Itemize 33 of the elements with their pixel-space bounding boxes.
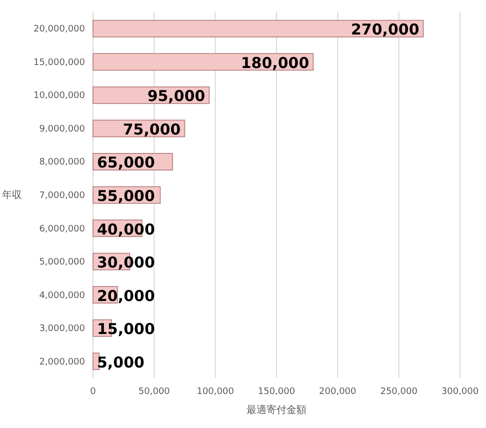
x-tick-label: 200,000 — [319, 387, 357, 397]
x-tick-label: 100,000 — [196, 387, 234, 397]
x-tick-label: 150,000 — [258, 387, 296, 397]
x-axis-title: 最適寄付金額 — [246, 404, 306, 416]
data-label: 40,000 — [97, 220, 155, 238]
bar — [92, 20, 424, 38]
y-tick-label: 8,000,000 — [39, 158, 86, 168]
data-label: 15,000 — [97, 320, 155, 338]
y-tick-label: 10,000,000 — [33, 91, 86, 102]
y-tick-label: 20,000,000 — [33, 24, 86, 35]
data-label: 30,000 — [97, 254, 155, 272]
data-label: 20,000 — [97, 286, 155, 305]
x-tick-label: 300,000 — [441, 387, 479, 397]
y-tick-label: 2,000,000 — [39, 357, 86, 368]
y-tick-label: 15,000,000 — [33, 58, 86, 68]
y-tick-label: 5,000,000 — [39, 258, 86, 268]
data-label: 270,000 — [350, 20, 420, 39]
x-tick-label: 0 — [90, 387, 96, 397]
y-tick-label: 3,000,000 — [39, 324, 86, 334]
y-tick-label: 7,000,000 — [39, 191, 86, 201]
y-tick-label: 9,000,000 — [39, 124, 86, 134]
data-label: 95,000 — [147, 87, 206, 106]
data-label: 180,000 — [240, 54, 310, 72]
data-label: 5,000 — [97, 353, 144, 372]
bar — [92, 352, 100, 370]
y-tick-label: 4,000,000 — [39, 290, 86, 301]
y-tick-label: 6,000,000 — [39, 224, 86, 234]
x-tick-label: 50,000 — [138, 387, 170, 397]
x-tick-label: 250,000 — [380, 387, 418, 397]
y-axis-title: 年収 — [2, 189, 22, 201]
data-label: 75,000 — [122, 120, 181, 138]
data-label: 55,000 — [97, 187, 155, 205]
data-label: 65,000 — [97, 154, 155, 172]
